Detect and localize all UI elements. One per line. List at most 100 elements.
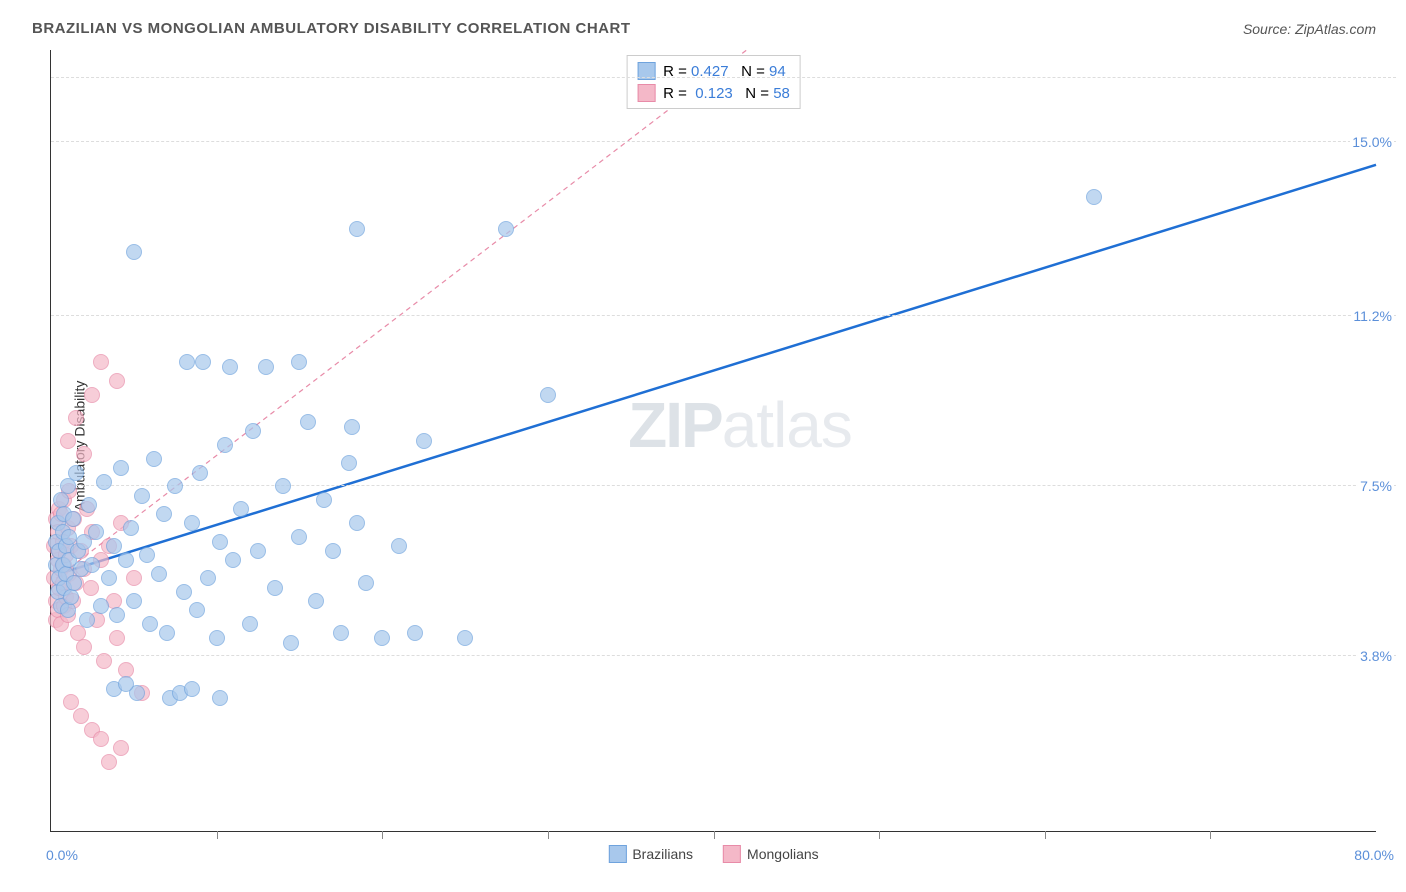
- chart-title: BRAZILIAN VS MONGOLIAN AMBULATORY DISABI…: [32, 20, 631, 37]
- data-point: [250, 543, 266, 559]
- data-point: [139, 547, 155, 563]
- gridline: [51, 655, 1396, 656]
- data-point: [126, 570, 142, 586]
- data-point: [106, 538, 122, 554]
- data-point: [167, 478, 183, 494]
- data-point: [184, 515, 200, 531]
- correlation-legend-row: R = 0.123 N = 58: [637, 82, 790, 104]
- data-point: [60, 433, 76, 449]
- watermark: ZIPatlas: [628, 388, 852, 462]
- y-tick-label: 3.8%: [1358, 648, 1394, 664]
- data-point: [225, 552, 241, 568]
- data-point: [88, 524, 104, 540]
- data-point: [344, 419, 360, 435]
- chart-source: Source: ZipAtlas.com: [1243, 21, 1376, 37]
- data-point: [79, 612, 95, 628]
- data-point: [267, 580, 283, 596]
- gridline: [51, 77, 1396, 78]
- gridline: [51, 141, 1396, 142]
- correlation-legend: R = 0.427 N = 94R = 0.123 N = 58: [626, 55, 801, 109]
- data-point: [101, 754, 117, 770]
- data-point: [81, 497, 97, 513]
- data-point: [300, 414, 316, 430]
- data-point: [68, 410, 84, 426]
- data-point: [291, 354, 307, 370]
- data-point: [101, 570, 117, 586]
- data-point: [159, 625, 175, 641]
- series-legend-item: Mongolians: [723, 845, 819, 863]
- legend-label: Brazilians: [632, 846, 693, 862]
- y-tick-label: 11.2%: [1351, 308, 1394, 324]
- trend-lines: [51, 50, 1376, 831]
- data-point: [93, 354, 109, 370]
- data-point: [242, 616, 258, 632]
- data-point: [457, 630, 473, 646]
- data-point: [84, 387, 100, 403]
- data-point: [391, 538, 407, 554]
- data-point: [1086, 189, 1102, 205]
- data-point: [113, 460, 129, 476]
- data-point: [192, 465, 208, 481]
- x-axis-end-label: 80.0%: [1354, 847, 1394, 863]
- data-point: [325, 543, 341, 559]
- data-point: [275, 478, 291, 494]
- x-tick: [548, 831, 549, 839]
- data-point: [374, 630, 390, 646]
- x-tick: [1210, 831, 1211, 839]
- data-point: [341, 455, 357, 471]
- data-point: [146, 451, 162, 467]
- data-point: [189, 602, 205, 618]
- data-point: [84, 557, 100, 573]
- watermark-atlas: atlas: [722, 389, 852, 461]
- scatter-chart: ZIPatlas R = 0.427 N = 94R = 0.123 N = 5…: [50, 50, 1376, 832]
- data-point: [151, 566, 167, 582]
- data-point: [96, 653, 112, 669]
- data-point: [283, 635, 299, 651]
- data-point: [222, 359, 238, 375]
- legend-swatch: [608, 845, 626, 863]
- data-point: [65, 511, 81, 527]
- data-point: [118, 552, 134, 568]
- data-point: [333, 625, 349, 641]
- data-point: [83, 580, 99, 596]
- x-tick: [382, 831, 383, 839]
- data-point: [109, 630, 125, 646]
- data-point: [123, 520, 139, 536]
- legend-swatch: [637, 84, 655, 102]
- x-tick: [1045, 831, 1046, 839]
- legend-swatch: [723, 845, 741, 863]
- data-point: [93, 731, 109, 747]
- data-point: [109, 373, 125, 389]
- data-point: [63, 589, 79, 605]
- data-point: [258, 359, 274, 375]
- x-tick: [879, 831, 880, 839]
- data-point: [245, 423, 261, 439]
- data-point: [142, 616, 158, 632]
- gridline: [51, 485, 1396, 486]
- data-point: [176, 584, 192, 600]
- data-point: [233, 501, 249, 517]
- data-point: [113, 740, 129, 756]
- legend-label: Mongolians: [747, 846, 819, 862]
- series-legend-item: Brazilians: [608, 845, 693, 863]
- data-point: [200, 570, 216, 586]
- data-point: [134, 488, 150, 504]
- data-point: [109, 607, 125, 623]
- data-point: [156, 506, 172, 522]
- data-point: [126, 244, 142, 260]
- data-point: [96, 474, 112, 490]
- data-point: [126, 593, 142, 609]
- data-point: [316, 492, 332, 508]
- data-point: [349, 515, 365, 531]
- x-axis-start-label: 0.0%: [46, 847, 78, 863]
- data-point: [217, 437, 233, 453]
- data-point: [407, 625, 423, 641]
- watermark-zip: ZIP: [628, 389, 722, 461]
- data-point: [118, 676, 134, 692]
- data-point: [540, 387, 556, 403]
- x-tick: [714, 831, 715, 839]
- data-point: [68, 465, 84, 481]
- data-point: [212, 690, 228, 706]
- data-point: [358, 575, 374, 591]
- y-tick-label: 7.5%: [1358, 478, 1394, 494]
